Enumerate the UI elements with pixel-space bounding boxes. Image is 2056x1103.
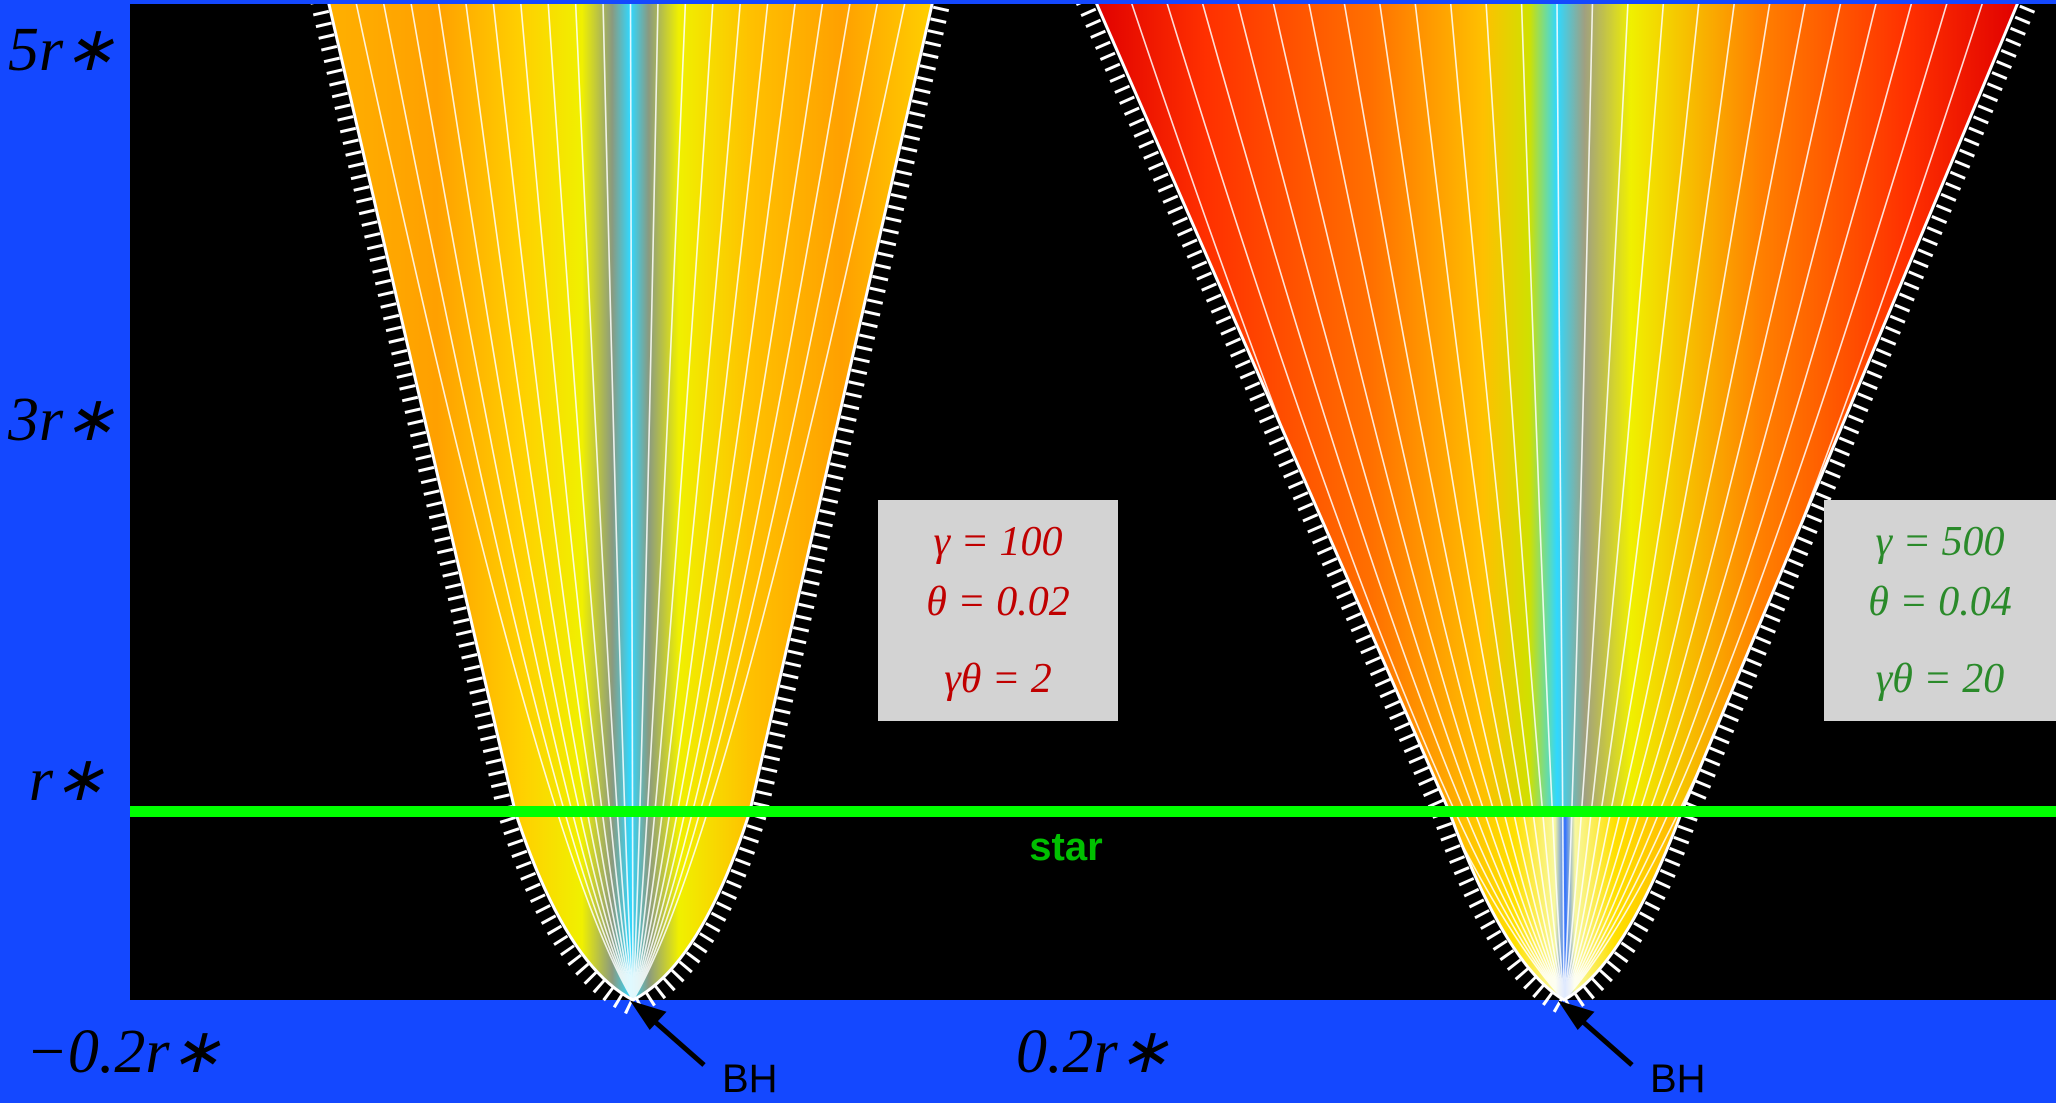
param: θ = 0.04 [1868,579,2011,625]
param: γ = 100 [934,519,1063,565]
star-line [130,806,2056,817]
top-border [0,0,2056,4]
bh-label: BH [1650,1057,1706,1101]
y-label: r∗ [29,746,105,814]
y-label: 3r∗ [7,386,115,454]
param: γθ = 2 [944,656,1052,702]
star-label: star [1029,825,1102,869]
x-label: −0.2r∗ [26,1018,221,1086]
y-label: 5r∗ [8,16,115,84]
x-label: 0.2r∗ [1016,1018,1170,1086]
param: γ = 500 [1876,519,2005,565]
param: γθ = 20 [1876,656,2005,702]
param: θ = 0.02 [926,579,1069,625]
figure: star 5r∗ 3r∗ r∗ −0.2r∗ 0.2r∗ γ = 100 θ =… [0,0,2056,1103]
bh-label: BH [722,1057,778,1101]
